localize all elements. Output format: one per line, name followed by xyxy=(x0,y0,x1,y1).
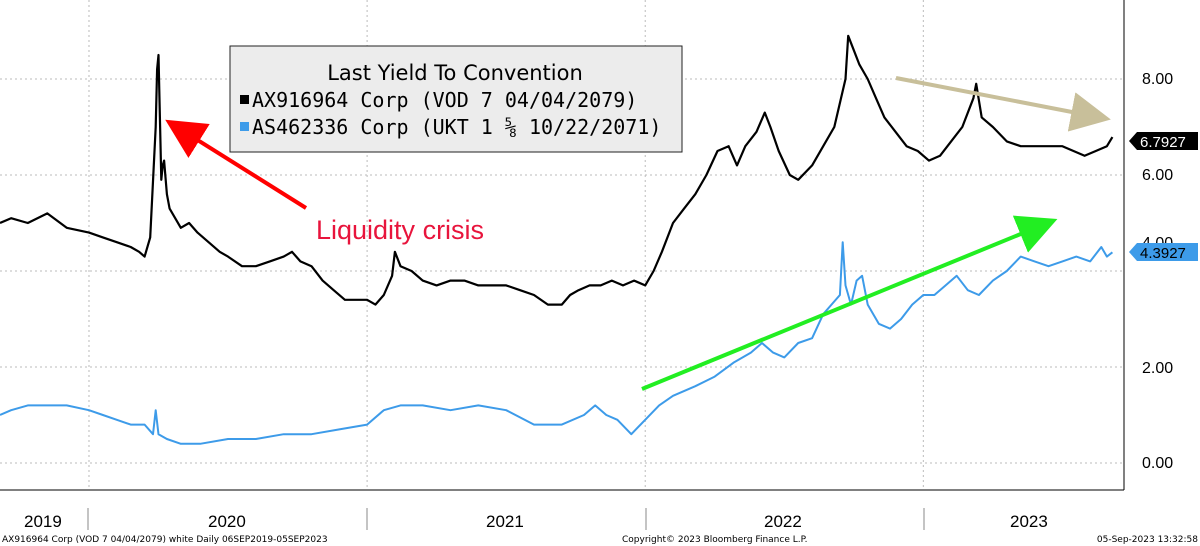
footer-right: 05-Sep-2023 13:32:58 xyxy=(1097,535,1198,545)
series-line-vod xyxy=(0,34,1114,306)
y-tick-label: 8.00 xyxy=(1142,71,1173,88)
y-tick-label: 6.00 xyxy=(1142,167,1173,184)
last-value-ukt: 4.3927 xyxy=(1140,245,1186,262)
legend-label-ukt: AS462336 Corp (UKT 1 ⅝ 10/22/2071) xyxy=(252,115,661,139)
annotation-liquidity-crisis: Liquidity crisis xyxy=(316,215,484,245)
legend-swatch-vod xyxy=(240,95,249,104)
series-line-ukt xyxy=(0,241,1114,445)
year-label-2023: 2023 xyxy=(1010,512,1048,531)
red-arrow xyxy=(165,119,308,210)
year-label-2022: 2022 xyxy=(764,512,802,531)
year-label-2019: 2019 xyxy=(24,512,62,531)
y-tick-label: 2.00 xyxy=(1142,360,1173,377)
legend: Last Yield To Convention AX916964 Corp (… xyxy=(229,45,683,153)
footer-center: Copyright© 2023 Bloomberg Finance L.P. xyxy=(622,535,807,545)
legend-label-vod: AX916964 Corp (VOD 7 04/04/2079) xyxy=(252,88,637,112)
legend-title: Last Yield To Convention xyxy=(327,61,583,85)
year-label-2021: 2021 xyxy=(486,512,524,531)
x-axis: 2019 2020 2021 2022 2023 xyxy=(24,508,1048,531)
tan-arrow xyxy=(895,76,1111,132)
footer-left: AX916964 Corp (VOD 7 04/04/2079) white D… xyxy=(2,535,328,545)
last-value-badge-ukt: 4.3927 xyxy=(1129,243,1198,262)
legend-swatch-ukt xyxy=(240,122,249,131)
y-tick-label: 0.00 xyxy=(1142,455,1173,472)
last-value-vod: 6.7927 xyxy=(1140,134,1186,151)
last-value-badge-vod: 6.7927 xyxy=(1129,132,1198,151)
green-arrow xyxy=(641,215,1058,391)
year-label-2020: 2020 xyxy=(208,512,246,531)
y-axis-ticks: 0.00 2.00 4.00 6.00 8.00 xyxy=(1142,71,1173,472)
